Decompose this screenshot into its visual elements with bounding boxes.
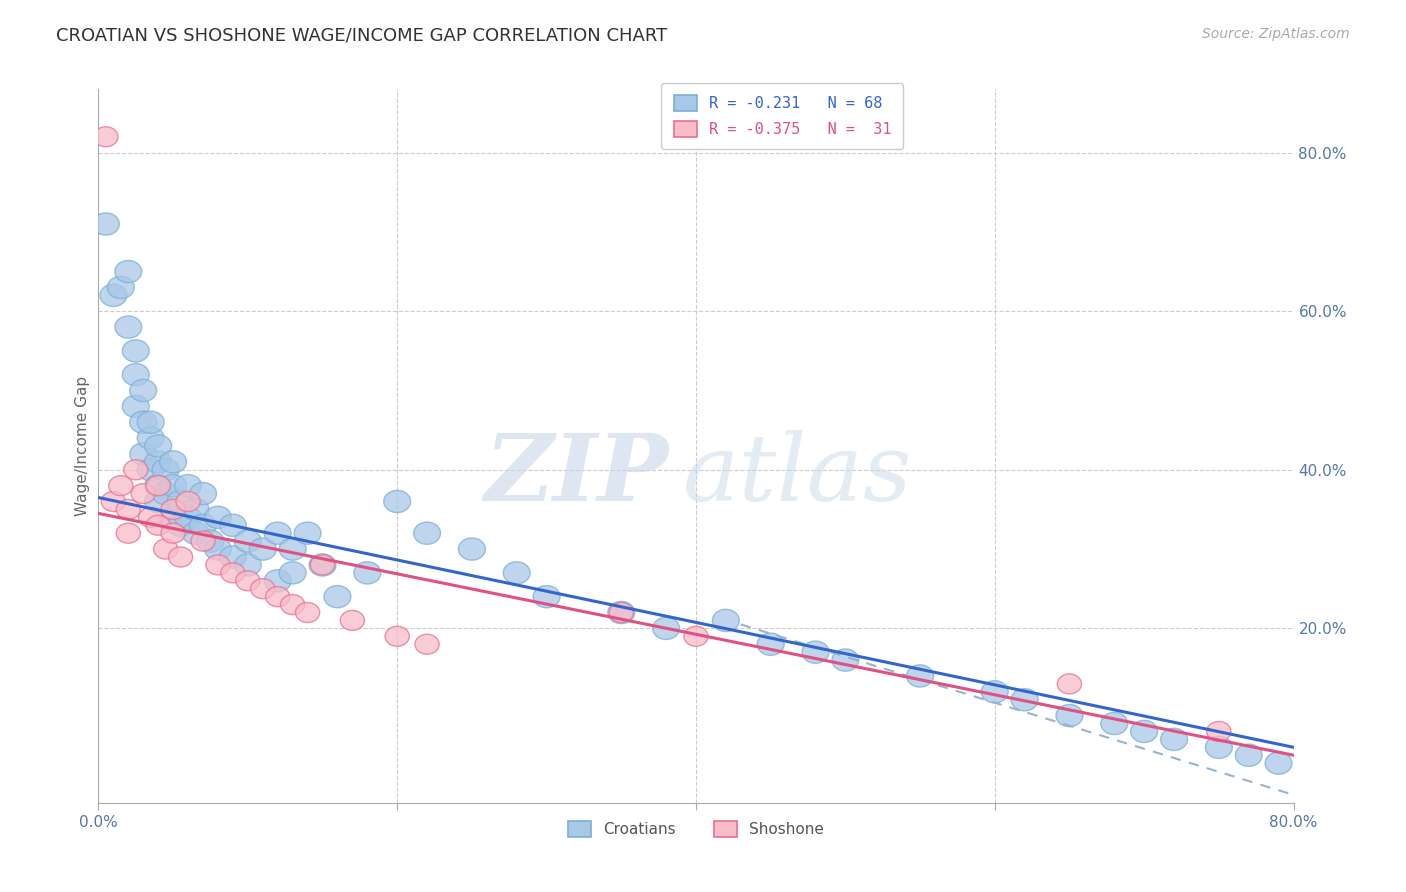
Text: Source: ZipAtlas.com: Source: ZipAtlas.com [1202,27,1350,41]
Text: atlas: atlas [683,430,912,519]
Legend: Croatians, Shoshone: Croatians, Shoshone [561,814,831,845]
Y-axis label: Wage/Income Gap: Wage/Income Gap [75,376,90,516]
Text: CROATIAN VS SHOSHONE WAGE/INCOME GAP CORRELATION CHART: CROATIAN VS SHOSHONE WAGE/INCOME GAP COR… [56,27,668,45]
Text: ZIP: ZIP [484,430,669,519]
